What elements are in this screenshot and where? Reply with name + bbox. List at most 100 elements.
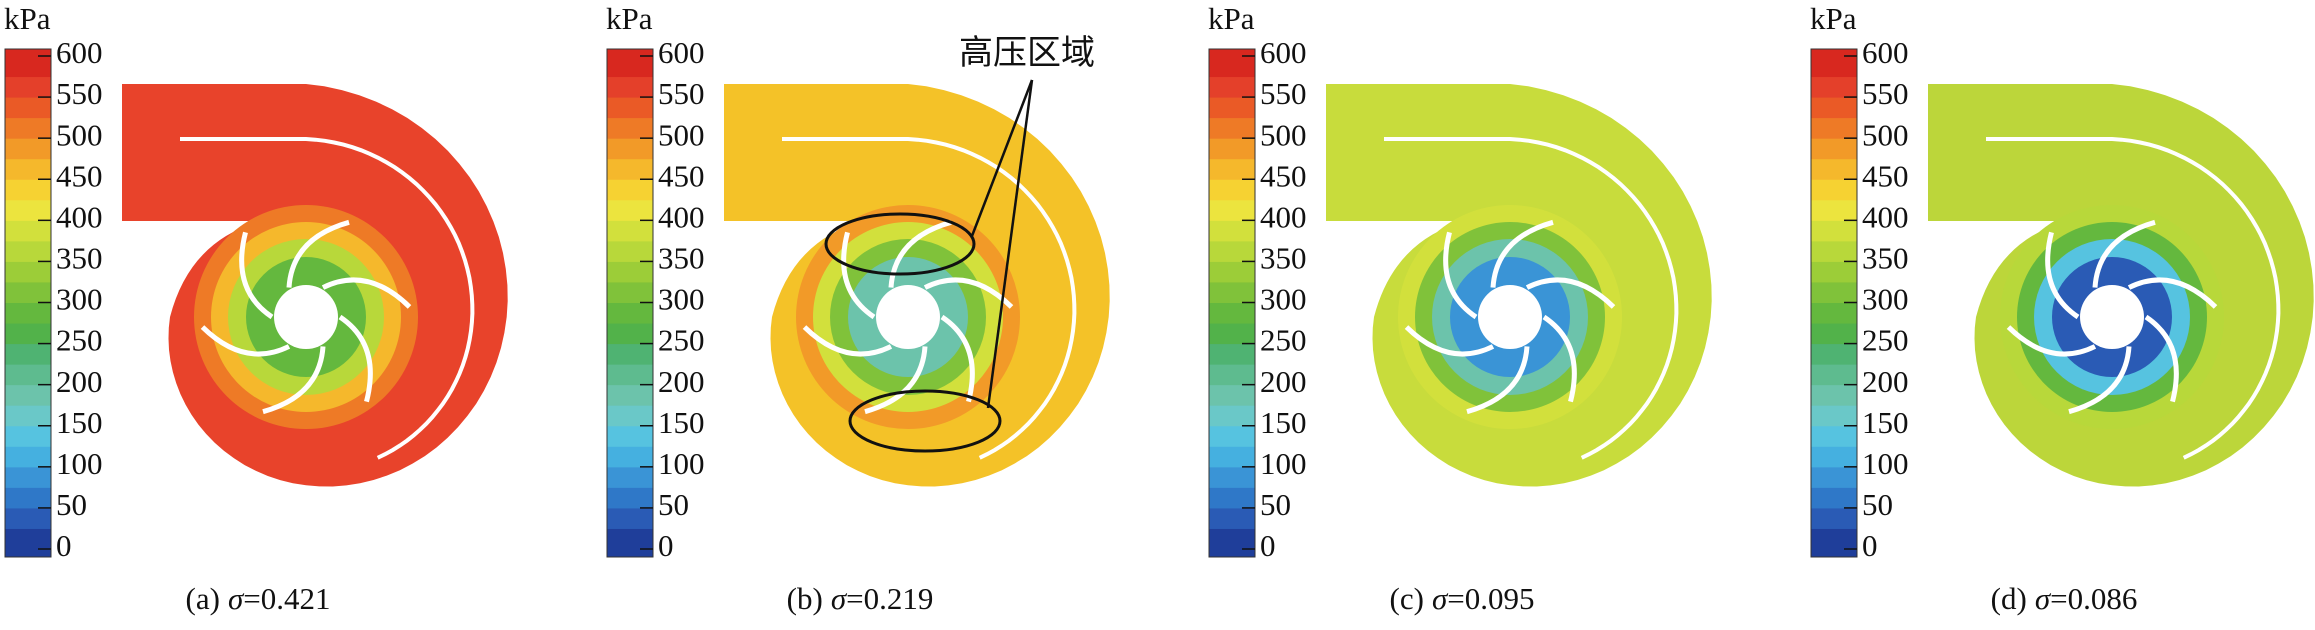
colorbar-band: [1209, 466, 1255, 488]
annotation-text: 高压区域: [959, 34, 1095, 72]
hub: [876, 285, 940, 349]
blade: [200, 325, 291, 357]
caption-label: (d): [1991, 581, 2027, 616]
colorbar-tick-label: 500: [1260, 117, 1307, 152]
blade: [802, 325, 893, 357]
colorbar-band: [607, 117, 653, 139]
colorbar-tick-label: 450: [1862, 158, 1909, 193]
colorbar-band: [1811, 97, 1857, 119]
colorbar-tick-label: 50: [56, 487, 87, 522]
colorbar-band: [5, 281, 51, 303]
colorbar-band: [1209, 302, 1255, 324]
colorbar-band: [1209, 323, 1255, 345]
hub: [1478, 285, 1542, 349]
colorbar-band: [1209, 343, 1255, 365]
colorbar-band: [607, 220, 653, 242]
caption-label: (c): [1390, 581, 1424, 616]
colorbar-band: [607, 343, 653, 365]
blade: [841, 231, 876, 320]
colorbar-band: [5, 405, 51, 427]
colorbar-band: [607, 199, 653, 221]
colorbar-band: [1811, 323, 1857, 345]
caption-symbol: σ: [2035, 581, 2052, 616]
colorbar-band: [5, 97, 51, 119]
colorbar-band: [1811, 281, 1857, 303]
colorbar-band: [5, 384, 51, 406]
colorbar-band: [5, 261, 51, 283]
blade: [888, 219, 952, 288]
colorbar-tick-label: 600: [1862, 35, 1909, 70]
colorbar-band: [607, 179, 653, 201]
caption: (b) σ=0.219: [787, 581, 934, 616]
colorbar-band: [1811, 240, 1857, 262]
colorbar-band: [5, 199, 51, 221]
colorbar-band: [1811, 117, 1857, 139]
colorbar-band: [1811, 405, 1857, 427]
colorbar-band: [5, 240, 51, 262]
colorbar-band: [1209, 76, 1255, 98]
hub: [274, 285, 338, 349]
caption-value: =0.219: [846, 581, 933, 616]
colorbar-band: [607, 49, 653, 78]
blade: [940, 314, 975, 403]
colorbar-band: [1209, 405, 1255, 427]
colorbar-tick-label: 300: [658, 282, 705, 317]
colorbar-band: [5, 220, 51, 242]
colorbar-band: [1209, 97, 1255, 119]
colorbar-tick-label: 450: [658, 158, 705, 193]
colorbar-band: [607, 364, 653, 386]
colorbar-band: [5, 138, 51, 160]
colorbar-band: [607, 281, 653, 303]
leader-line: [986, 79, 1034, 409]
caption-label: (a): [186, 581, 220, 616]
blade: [1525, 277, 1616, 309]
colorbar-band: [1209, 49, 1255, 78]
colorbar-band: [1811, 158, 1857, 180]
colorbar-band: [1811, 507, 1857, 529]
colorbar-band: [1209, 446, 1255, 468]
colorbar-band: [5, 49, 51, 78]
colorbar-tick-label: 250: [56, 323, 103, 358]
blade: [239, 231, 274, 320]
caption-label: (b): [787, 581, 823, 616]
colorbar-tick-label: 300: [1260, 282, 1307, 317]
colorbar-tick-label: 100: [658, 446, 705, 481]
volute-rib: [180, 137, 475, 460]
colorbar-tick-label: 600: [1260, 35, 1307, 70]
volute-rib: [782, 137, 1077, 460]
blade: [1490, 219, 1554, 288]
colorbar-band: [1811, 466, 1857, 488]
colorbar-tick-label: 350: [56, 241, 103, 276]
blade: [2092, 219, 2156, 288]
colorbar-tick-label: 550: [658, 76, 705, 111]
colorbar-band: [1811, 487, 1857, 509]
colorbar-tick-label: 250: [658, 323, 705, 358]
colorbar-band: [1811, 49, 1857, 78]
colorbar-tick-label: 200: [658, 364, 705, 399]
colorbar-band: [1209, 528, 1255, 558]
colorbar-tick-label: 550: [56, 76, 103, 111]
caption-symbol: σ: [228, 581, 245, 616]
colorbar-band: [607, 97, 653, 119]
caption: (a) σ=0.421: [186, 581, 331, 616]
caption-value: =0.421: [243, 581, 330, 616]
colorbar-tick-label: 200: [1260, 364, 1307, 399]
colorbar-unit: kPa: [4, 1, 51, 36]
colorbar-band: [1811, 261, 1857, 283]
colorbar-band: [607, 323, 653, 345]
colorbar-band: [607, 528, 653, 558]
annotation: 高压区域: [824, 34, 1095, 453]
colorbar-tick-label: 150: [1260, 405, 1307, 440]
colorbar-band: [1209, 138, 1255, 160]
colorbar-band: [1209, 117, 1255, 139]
blade: [2068, 346, 2132, 415]
colorbar-tick-label: 0: [658, 528, 674, 563]
blade: [338, 314, 373, 403]
colorbar-tick-label: 150: [658, 405, 705, 440]
colorbar-band: [1811, 179, 1857, 201]
colorbar-tick-label: 100: [1862, 446, 1909, 481]
colorbar-band: [5, 466, 51, 488]
colorbar-band: [1811, 199, 1857, 221]
caption-value: =0.095: [1447, 581, 1534, 616]
